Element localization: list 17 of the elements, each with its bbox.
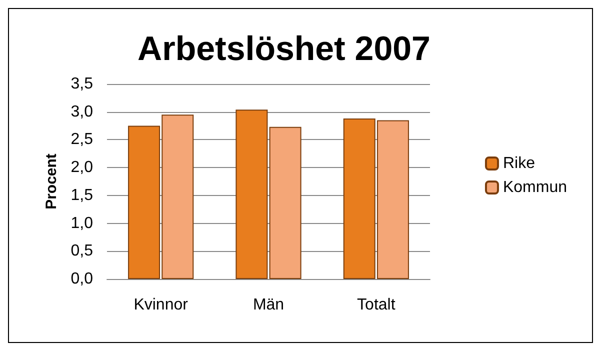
legend-label: Kommun: [502, 179, 568, 196]
x-tick-label: Män: [252, 296, 284, 314]
y-tick-label: 1,0: [70, 214, 94, 232]
bar: [269, 126, 302, 279]
chart-title: Arbetslöshet 2007: [138, 30, 430, 68]
y-axis-title: Procent: [43, 154, 60, 210]
y-tick-label: 2,5: [70, 131, 94, 148]
y-tick-label: 1,5: [70, 186, 94, 204]
y-tick-label: 0,5: [70, 242, 94, 260]
legend-label: Rike: [502, 155, 536, 172]
y-tick-label: 2,0: [70, 159, 94, 176]
x-tick-label: Kvinnor: [134, 296, 189, 314]
y-tick-label: 0,0: [70, 270, 94, 288]
y-tick-label: 3,0: [70, 103, 94, 120]
y-tick-label: 3,5: [70, 76, 94, 92]
bar: [236, 110, 268, 279]
x-tick-label: Totalt: [357, 296, 396, 314]
